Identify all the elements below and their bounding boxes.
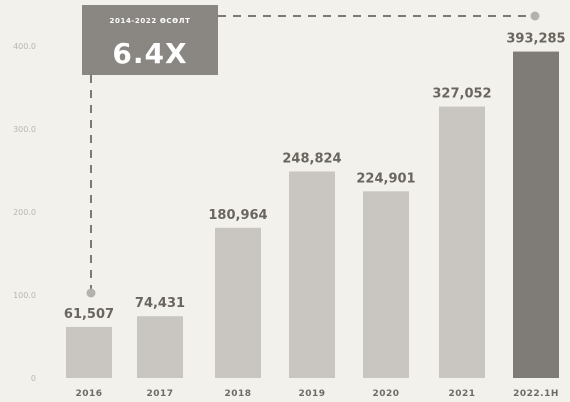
- y-tick-label: 200.0: [13, 208, 36, 217]
- callout-marker-2016: [86, 288, 96, 298]
- bar-2020: [363, 191, 409, 378]
- y-axis-ticks: 0 100.0 200.0 300.0 400.0: [13, 42, 36, 383]
- y-tick-label: 400.0: [13, 42, 36, 51]
- category-label-2019: 2019: [298, 389, 325, 399]
- value-label-2019: 248,824: [282, 151, 341, 166]
- y-tick-label: 300.0: [13, 125, 36, 134]
- bar-2022.1H: [513, 51, 559, 378]
- category-label-2020: 2020: [372, 389, 399, 399]
- bar-2021: [439, 106, 485, 378]
- category-label-2018: 2018: [224, 389, 251, 399]
- category-labels: 2016 2017 2018 2019 2020 2021 2022.1H: [75, 389, 558, 399]
- bars: [66, 51, 559, 378]
- value-label-2016: 61,507: [64, 307, 114, 322]
- callout-main-value: 6.4X: [112, 37, 187, 70]
- y-tick-label: 0: [31, 374, 36, 383]
- value-label-2020: 224,901: [356, 171, 415, 186]
- bar-2016: [66, 326, 112, 378]
- callout-marker-2022: [530, 11, 540, 21]
- category-label-2022.1H: 2022.1H: [513, 389, 559, 399]
- growth-callout: 2014-2022 ӨСӨЛТ 6.4X: [82, 5, 540, 298]
- category-label-2016: 2016: [75, 389, 102, 399]
- callout-subtitle: 2014-2022 ӨСӨЛТ: [110, 17, 191, 25]
- y-tick-label: 100.0: [13, 291, 36, 300]
- value-label-2017: 74,431: [135, 296, 185, 311]
- bar-2019: [289, 171, 335, 378]
- value-label-2021: 327,052: [432, 87, 491, 102]
- value-label-2018: 180,964: [208, 208, 267, 223]
- category-label-2021: 2021: [448, 389, 475, 399]
- value-labels: 61,507 74,431 180,964 248,824 224,901 327,052…: [64, 32, 566, 322]
- value-label-2022.1H: 393,285: [506, 32, 565, 47]
- bar-2017: [137, 316, 183, 378]
- bar-2018: [215, 227, 261, 378]
- category-label-2017: 2017: [146, 389, 173, 399]
- callout-box: [82, 5, 218, 75]
